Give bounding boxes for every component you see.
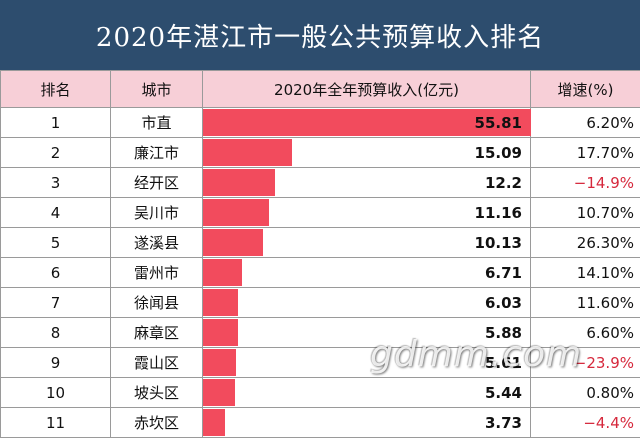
city-cell: 遂溪县	[111, 228, 203, 258]
revenue-bar	[203, 199, 269, 226]
revenue-cell: 5.61	[203, 348, 531, 378]
growth-cell: 6.20%	[531, 108, 640, 138]
rank-cell: 7	[1, 288, 111, 318]
city-cell: 赤坎区	[111, 408, 203, 438]
revenue-cell: 12.2	[203, 168, 531, 198]
revenue-bar	[203, 379, 235, 406]
rank-cell: 9	[1, 348, 111, 378]
growth-cell: −23.9%	[531, 348, 640, 378]
rank-cell: 6	[1, 258, 111, 288]
growth-cell: 26.30%	[531, 228, 640, 258]
revenue-cell: 5.44	[203, 378, 531, 408]
revenue-cell: 3.73	[203, 408, 531, 438]
header-growth: 增速(%)	[531, 71, 640, 108]
revenue-value-label: 55.81	[475, 108, 522, 137]
revenue-bar	[203, 229, 263, 256]
revenue-value-label: 11.16	[475, 198, 522, 227]
rank-cell: 2	[1, 138, 111, 168]
rank-cell: 8	[1, 318, 111, 348]
revenue-value-label: 6.03	[485, 288, 522, 317]
revenue-bar	[203, 319, 238, 346]
rank-cell: 11	[1, 408, 111, 438]
city-cell: 麻章区	[111, 318, 203, 348]
rank-cell: 4	[1, 198, 111, 228]
revenue-value-label: 5.88	[485, 318, 522, 347]
revenue-cell: 11.16	[203, 198, 531, 228]
revenue-value-label: 5.61	[485, 348, 522, 377]
header-revenue: 2020年全年预算收入(亿元)	[203, 71, 531, 108]
growth-cell: 14.10%	[531, 258, 640, 288]
revenue-bar	[203, 139, 292, 166]
rank-cell: 5	[1, 228, 111, 258]
city-cell: 霞山区	[111, 348, 203, 378]
chart-root: 2020年湛江市一般公共预算收入排名 排名 城市 2020年全年预算收入(亿元)…	[0, 0, 640, 420]
revenue-bar	[203, 349, 236, 376]
city-cell: 市直	[111, 108, 203, 138]
city-cell: 廉江市	[111, 138, 203, 168]
city-cell: 坡头区	[111, 378, 203, 408]
rank-cell: 3	[1, 168, 111, 198]
revenue-cell: 6.71	[203, 258, 531, 288]
revenue-cell: 55.81	[203, 108, 531, 138]
revenue-value-label: 6.71	[485, 258, 522, 287]
growth-cell: −14.9%	[531, 168, 640, 198]
rank-cell: 1	[1, 108, 111, 138]
chart-title: 2020年湛江市一般公共预算收入排名	[0, 0, 640, 70]
city-cell: 雷州市	[111, 258, 203, 288]
growth-cell: 17.70%	[531, 138, 640, 168]
revenue-cell: 6.03	[203, 288, 531, 318]
revenue-bar	[203, 289, 238, 316]
revenue-bar	[203, 169, 275, 196]
growth-cell: 6.60%	[531, 318, 640, 348]
revenue-value-label: 3.73	[485, 408, 522, 437]
growth-cell: 11.60%	[531, 288, 640, 318]
revenue-cell: 15.09	[203, 138, 531, 168]
growth-cell: 0.80%	[531, 378, 640, 408]
city-cell: 吴川市	[111, 198, 203, 228]
growth-cell: 10.70%	[531, 198, 640, 228]
header-row: 排名 城市 2020年全年预算收入(亿元) 增速(%)	[1, 71, 640, 108]
growth-cell: −4.4%	[531, 408, 640, 438]
header-rank: 排名	[1, 71, 111, 108]
header-city: 城市	[111, 71, 203, 108]
revenue-cell: 10.13	[203, 228, 531, 258]
revenue-value-label: 15.09	[475, 138, 522, 167]
revenue-bar	[203, 259, 242, 286]
revenue-value-label: 12.2	[485, 168, 522, 197]
city-cell: 徐闻县	[111, 288, 203, 318]
city-cell: 经开区	[111, 168, 203, 198]
revenue-cell: 5.88	[203, 318, 531, 348]
revenue-value-label: 10.13	[475, 228, 522, 257]
revenue-bar	[203, 409, 225, 436]
rank-cell: 10	[1, 378, 111, 408]
revenue-value-label: 5.44	[485, 378, 522, 407]
